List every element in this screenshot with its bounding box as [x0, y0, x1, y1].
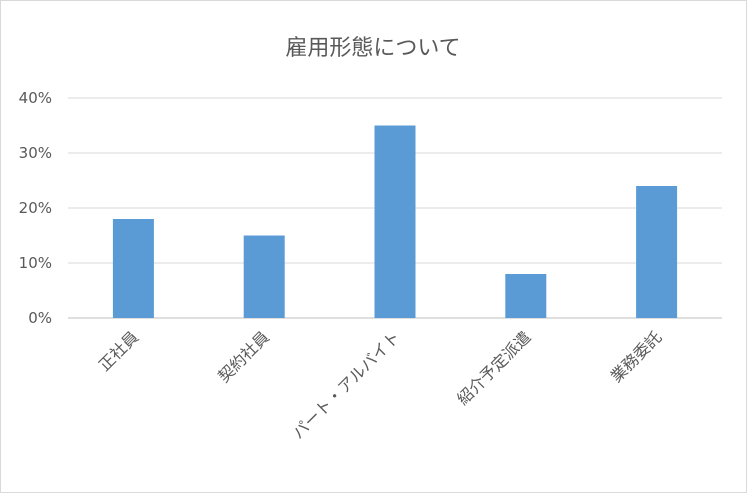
x-category-label: 契約社員 — [214, 327, 273, 386]
y-tick-label: 40% — [19, 89, 52, 107]
x-category-label: パート・アルバイト — [289, 327, 404, 442]
bar-4 — [636, 186, 678, 318]
x-category-label: 紹介予定派遣 — [453, 327, 534, 408]
bars — [112, 125, 678, 318]
y-tick-label: 30% — [19, 144, 52, 162]
bar-2 — [374, 125, 416, 318]
x-category-label: 正社員 — [95, 327, 142, 374]
y-axis-ticks: 0% 10% 20% 30% 40% — [19, 89, 52, 327]
y-tick-label: 20% — [19, 199, 52, 217]
bar-1 — [243, 235, 285, 318]
bar-3 — [505, 274, 547, 318]
chart-title: 雇用形態について — [285, 36, 460, 61]
bar-0 — [112, 219, 154, 318]
x-axis-labels: 正社員 契約社員 パート・アルバイト 紹介予定派遣 業務委託 — [95, 327, 666, 442]
y-tick-label: 0% — [28, 309, 52, 327]
y-tick-label: 10% — [19, 254, 52, 272]
x-category-label: 業務委託 — [607, 327, 666, 386]
